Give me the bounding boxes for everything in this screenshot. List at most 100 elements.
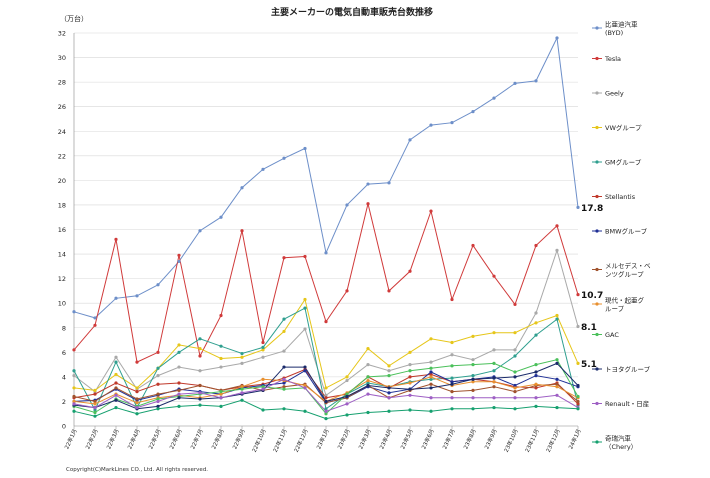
x-tick-label: 23年11月 [523, 427, 541, 453]
data-point [387, 396, 391, 400]
data-point [219, 396, 223, 400]
y-tick-label: 26 [58, 103, 66, 111]
data-point [492, 274, 496, 278]
x-tick-label: 24年1月 [566, 427, 582, 450]
data-point [240, 385, 244, 389]
data-point [219, 365, 223, 369]
legend-marker [595, 302, 599, 306]
x-tick-label: 23年1月 [314, 427, 330, 450]
data-point [219, 344, 223, 348]
series-line [73, 36, 579, 319]
data-point [408, 138, 412, 142]
data-point [513, 354, 517, 358]
x-tick-label: 23年10月 [502, 427, 520, 453]
legend-marker [595, 26, 599, 30]
data-point [72, 399, 76, 404]
data-point [513, 302, 517, 307]
legend-label: 比亜迪汽車 [605, 20, 638, 29]
data-point [177, 259, 181, 264]
y-tick-label: 0 [62, 423, 66, 431]
data-point [240, 398, 244, 402]
data-point [555, 361, 559, 365]
y-tick-label: 12 [58, 275, 66, 283]
x-tick-label: 23年7月 [440, 427, 456, 450]
legend-label: Tesla [604, 55, 621, 63]
y-tick-label: 6 [62, 349, 66, 357]
data-point [513, 375, 517, 379]
data-point [261, 167, 265, 171]
data-point [555, 405, 559, 410]
data-point [324, 320, 328, 324]
data-point [387, 364, 391, 368]
data-point [471, 407, 475, 411]
data-point [177, 392, 181, 396]
data-point [408, 269, 412, 273]
data-point [387, 391, 391, 395]
data-point [93, 408, 97, 412]
data-point [345, 394, 349, 399]
data-point [282, 349, 286, 353]
data-point [471, 396, 475, 400]
x-tick-label: 23年6月 [419, 427, 435, 450]
data-point [450, 340, 454, 345]
data-point [177, 381, 181, 385]
data-point [429, 372, 433, 377]
data-point [240, 229, 244, 233]
data-point [492, 396, 496, 400]
data-point [471, 110, 475, 114]
data-label: 10.7 [581, 291, 603, 301]
data-point [261, 408, 265, 412]
data-point [408, 393, 412, 397]
data-point [366, 202, 370, 206]
legend-marker [595, 401, 599, 406]
data-point [240, 186, 244, 190]
data-point [534, 382, 538, 386]
data-point [156, 397, 160, 401]
data-point [429, 123, 433, 127]
data-point [534, 362, 538, 367]
data-point [408, 381, 412, 385]
data-point [534, 404, 538, 408]
x-tick-label: 22年7月 [188, 427, 204, 450]
data-point [429, 409, 433, 413]
legend-marker [595, 267, 599, 272]
data-point [366, 378, 370, 383]
legend-label: ンツグループ [605, 270, 644, 279]
x-tick-label: 22年1月 [62, 427, 78, 450]
legend-label: トヨタグループ [605, 365, 651, 374]
data-point [198, 229, 202, 233]
data-point [534, 321, 538, 325]
data-point [345, 378, 349, 383]
data-point [366, 410, 370, 415]
data-point [471, 388, 475, 392]
data-point [219, 313, 223, 318]
data-point [534, 243, 538, 248]
data-point [282, 156, 286, 160]
data-point [555, 382, 559, 386]
data-point [114, 355, 118, 359]
data-point [450, 121, 454, 125]
data-point [177, 404, 181, 408]
data-point [387, 181, 391, 185]
legend-marker [595, 440, 599, 444]
data-point [492, 376, 496, 380]
legend-marker [595, 56, 599, 61]
data-point [429, 386, 433, 390]
data-point [177, 343, 181, 347]
data-point [450, 297, 454, 302]
legend-label: 奇瑞汽車 [605, 434, 632, 443]
data-point [324, 412, 328, 416]
data-point [450, 396, 454, 400]
data-point [93, 392, 97, 396]
data-point [513, 383, 517, 388]
data-point [198, 403, 202, 407]
data-point [366, 375, 370, 379]
data-point [114, 393, 118, 397]
data-point [492, 369, 496, 373]
data-point [303, 254, 307, 259]
data-point [387, 374, 391, 378]
data-point [429, 366, 433, 370]
x-tick-label: 23年8月 [461, 427, 477, 450]
legend-marker [595, 229, 599, 233]
data-point [282, 256, 286, 260]
